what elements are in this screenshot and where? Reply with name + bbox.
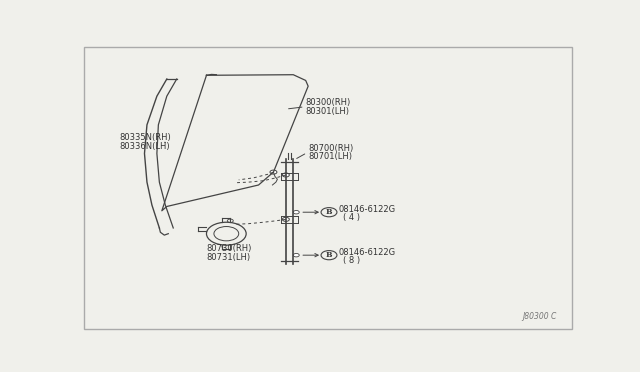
Text: 80336N(LH): 80336N(LH) (120, 142, 170, 151)
Circle shape (270, 170, 277, 174)
Circle shape (321, 251, 337, 260)
Circle shape (321, 208, 337, 217)
Text: 80730(RH): 80730(RH) (207, 244, 252, 253)
Text: 80700(RH): 80700(RH) (308, 144, 353, 153)
Text: ( 8 ): ( 8 ) (343, 256, 360, 265)
Text: 08146-6122G: 08146-6122G (339, 205, 396, 214)
Text: J80300 C: J80300 C (522, 312, 556, 321)
Text: 80335N(RH): 80335N(RH) (120, 133, 172, 142)
Text: 80301(LH): 80301(LH) (306, 107, 349, 116)
Circle shape (282, 173, 289, 177)
Circle shape (293, 253, 300, 257)
Text: 80701(LH): 80701(LH) (308, 153, 352, 161)
Circle shape (282, 217, 289, 221)
Text: B: B (326, 208, 332, 216)
Text: 80300(RH): 80300(RH) (306, 98, 351, 107)
Text: 80731(LH): 80731(LH) (207, 253, 251, 262)
Circle shape (293, 211, 300, 214)
Text: B: B (326, 251, 332, 259)
Text: 08146-6122G: 08146-6122G (339, 248, 396, 257)
Text: ( 4 ): ( 4 ) (343, 213, 360, 222)
